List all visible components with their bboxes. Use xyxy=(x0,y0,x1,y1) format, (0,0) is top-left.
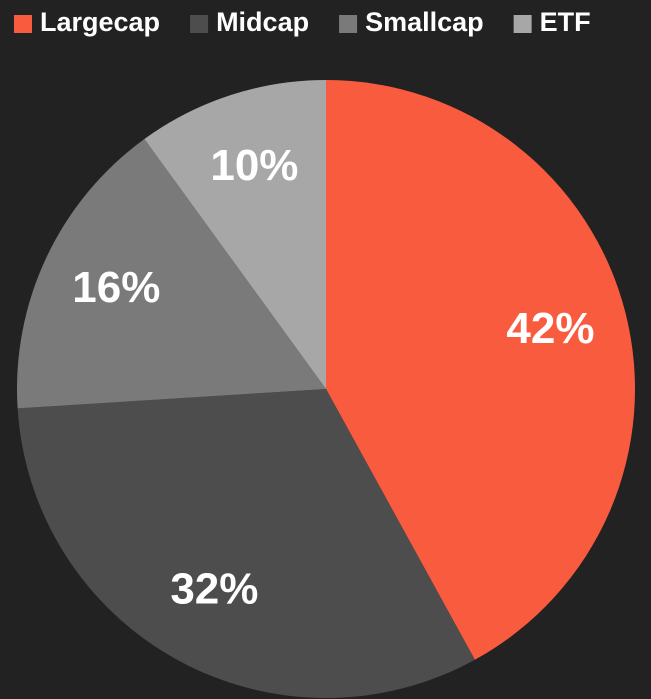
pie-slice xyxy=(16,139,326,409)
legend-swatch xyxy=(339,15,358,33)
pie-slice xyxy=(144,80,326,389)
legend-swatch xyxy=(14,15,32,33)
legend-label: Smallcap xyxy=(365,7,484,37)
legend-label: Midcap xyxy=(216,7,309,37)
slice-label: 42% xyxy=(506,304,594,353)
legend-label: ETF xyxy=(540,7,591,37)
slice-label: 10% xyxy=(210,141,298,190)
pie-slice xyxy=(326,80,636,660)
pie-slice xyxy=(17,389,475,698)
slice-label: 32% xyxy=(170,565,258,614)
legend-swatch xyxy=(513,15,532,33)
legend-swatch xyxy=(190,15,209,33)
slice-label: 16% xyxy=(72,263,160,312)
legend-label: Largecap xyxy=(40,7,160,37)
